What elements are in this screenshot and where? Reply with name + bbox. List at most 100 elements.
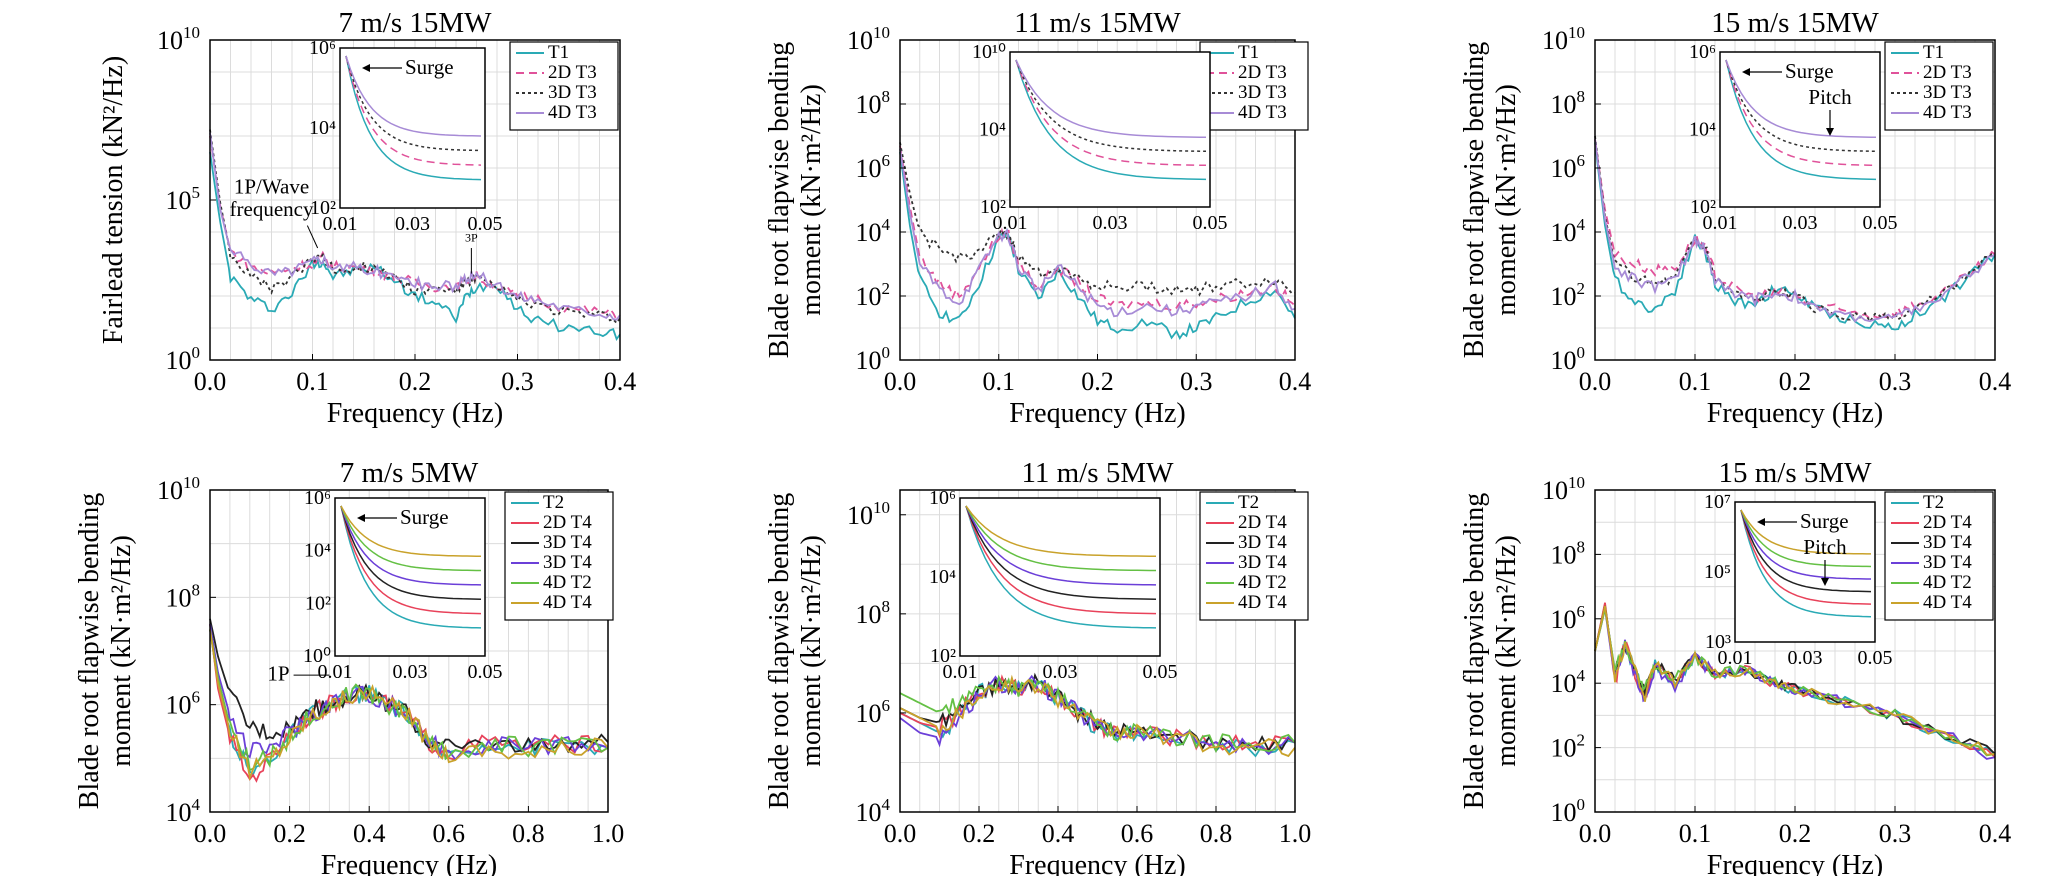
inset-annotation-surge: Surge bbox=[1800, 509, 1849, 533]
x-tick-label: 0.0 bbox=[1579, 367, 1612, 396]
y-tick-label: 108 bbox=[856, 597, 891, 629]
legend-box bbox=[504, 491, 614, 621]
y-tick-label: 106 bbox=[1551, 151, 1586, 183]
plot-frame bbox=[899, 489, 1296, 813]
x-axis-label: Frequency (Hz) bbox=[1707, 398, 1883, 429]
y-axis-label: moment (kN·m²/Hz) bbox=[796, 84, 827, 316]
y-tick-label: 1010 bbox=[157, 23, 200, 55]
x-tick-label: 0.1 bbox=[1679, 367, 1712, 396]
inset-series-line bbox=[1725, 59, 1877, 153]
annotation-1p: 1P bbox=[267, 662, 289, 686]
legend-label: 3D T3 bbox=[1923, 82, 1972, 103]
y-axis-label: moment (kN·m²/Hz) bbox=[106, 535, 137, 767]
inset-y-tick-label: 10² bbox=[1690, 196, 1716, 218]
x-axis-label: Frequency (Hz) bbox=[321, 850, 497, 876]
inset-series-line bbox=[1740, 509, 1872, 593]
legend-label: 2D T4 bbox=[1238, 512, 1287, 533]
legend-label: 4D T3 bbox=[1238, 102, 1287, 123]
legend-label: 4D T2 bbox=[1923, 572, 1972, 593]
inset-series-line bbox=[345, 55, 482, 166]
legend-label: 4D T3 bbox=[548, 102, 597, 123]
y-tick-label: 108 bbox=[856, 87, 891, 119]
plot-frame bbox=[209, 489, 609, 813]
y-axis-label: Blade root flapwise bending bbox=[1459, 493, 1490, 809]
inset-x-tick-label: 0.01 bbox=[1703, 212, 1738, 234]
x-tick-label: 0.8 bbox=[1200, 819, 1233, 848]
inset-series-line bbox=[965, 505, 1157, 600]
legend-label: 4D T2 bbox=[1238, 572, 1287, 593]
y-tick-label: 108 bbox=[1551, 87, 1586, 119]
inset-frame bbox=[1719, 51, 1881, 208]
series-line-2d-t3 bbox=[899, 145, 1296, 312]
x-axis-label: Frequency (Hz) bbox=[1009, 398, 1185, 429]
inset-series-line bbox=[965, 505, 1157, 615]
x-tick-label: 0.2 bbox=[399, 367, 432, 396]
legend-label: 3D T4 bbox=[1238, 532, 1287, 553]
inset-chart: 0.01 0.03 0.05 10² 10⁴ 10¹⁰ bbox=[972, 41, 1228, 234]
annotation-arrowhead bbox=[1826, 128, 1834, 136]
inset-y-tick-label: 10⁴ bbox=[309, 117, 336, 139]
annotation-arrowhead bbox=[1757, 518, 1765, 526]
x-tick-label: 0.4 bbox=[1279, 367, 1312, 396]
legend-label: T2 bbox=[1238, 492, 1259, 513]
legend-label: 4D T4 bbox=[1238, 592, 1287, 613]
inset-series-line bbox=[345, 55, 482, 137]
legend-label: T2 bbox=[543, 492, 564, 513]
inset-y-tick-label: 10⁵ bbox=[1704, 561, 1731, 583]
inset-y-tick-label: 10⁴ bbox=[1689, 119, 1716, 141]
inset-series-line bbox=[1725, 59, 1876, 138]
chart-title: 11 m/s 5MW bbox=[1022, 457, 1175, 489]
x-tick-label: 0.6 bbox=[1121, 819, 1154, 848]
y-tick-label: 106 bbox=[1551, 602, 1586, 634]
inset-series-line bbox=[340, 505, 481, 557]
legend-label: T1 bbox=[1923, 42, 1944, 63]
legend-label: 2D T3 bbox=[1238, 62, 1287, 83]
inset-x-tick-label: 0.01 bbox=[993, 212, 1028, 234]
inset-x-tick-label: 0.03 bbox=[1783, 212, 1818, 234]
inset-x-tick-label: 0.01 bbox=[943, 661, 978, 683]
legend-box bbox=[1199, 41, 1309, 131]
inset-series-line bbox=[1740, 509, 1871, 555]
x-tick-label: 1.0 bbox=[592, 819, 625, 848]
legend-box bbox=[509, 41, 619, 131]
chart-panel: 0.0 0.1 0.2 0.3 0.4 100 105 1010 7 m/s 15MW Frequ… bbox=[98, 7, 636, 429]
y-tick-label: 106 bbox=[166, 688, 201, 720]
series-line-4d-t2 bbox=[899, 674, 1296, 754]
legend-label: 2D T3 bbox=[548, 62, 597, 83]
inset-x-tick-label: 0.01 bbox=[318, 661, 353, 683]
y-axis-label: Blade root flapwise bending bbox=[1459, 42, 1490, 358]
inset-series-line bbox=[1740, 509, 1872, 568]
x-axis-label: Frequency (Hz) bbox=[1009, 850, 1185, 876]
inset-x-tick-label: 0.03 bbox=[1093, 212, 1128, 234]
inset-series-line bbox=[1015, 59, 1207, 181]
inset-chart: 0.01 0.03 0.05 10² 10⁴ 10⁶ Surge bbox=[309, 37, 502, 235]
inset-x-tick-label: 0.05 bbox=[1858, 647, 1893, 669]
inset-frame bbox=[339, 47, 486, 209]
inset-series-line bbox=[340, 505, 482, 586]
x-tick-label: 0.0 bbox=[194, 819, 227, 848]
legend-label: 3D T4 bbox=[543, 552, 592, 573]
y-tick-label: 108 bbox=[1551, 537, 1586, 569]
x-axis-label: Frequency (Hz) bbox=[1707, 850, 1883, 876]
annotation-arrowhead bbox=[1821, 578, 1829, 586]
y-axis-label: Fairlead tension (kN²/Hz) bbox=[98, 56, 129, 344]
x-tick-label: 0.4 bbox=[604, 367, 637, 396]
y-tick-label: 104 bbox=[166, 795, 201, 827]
y-tick-label: 100 bbox=[166, 343, 201, 375]
legend-label: 2D T3 bbox=[1923, 62, 1972, 83]
x-tick-label: 0.3 bbox=[1879, 819, 1912, 848]
series-line-4d-t3 bbox=[1594, 139, 1996, 323]
inset-y-tick-label: 10⁴ bbox=[979, 119, 1006, 141]
inset-series-line bbox=[1015, 59, 1206, 138]
legend-label: 3D T4 bbox=[1923, 532, 1972, 553]
inset-y-tick-label: 10² bbox=[930, 645, 956, 667]
x-tick-label: 0.0 bbox=[1579, 819, 1612, 848]
inset-y-tick-label: 10² bbox=[305, 592, 331, 614]
inset-x-tick-label: 0.01 bbox=[323, 213, 358, 235]
x-tick-label: 0.2 bbox=[1779, 819, 1812, 848]
y-tick-label: 1010 bbox=[847, 498, 890, 530]
inset-chart: 0.01 0.03 0.05 10⁰ 10² 10⁴ 10⁶ Surge bbox=[303, 487, 503, 683]
inset-series-line bbox=[340, 505, 482, 615]
